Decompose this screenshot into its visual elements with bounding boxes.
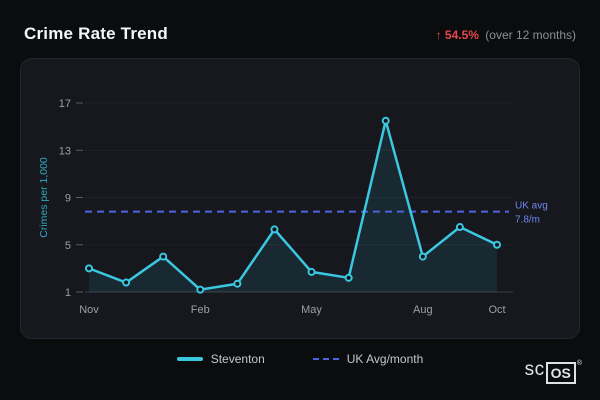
- trend-stat: ↑ 54.5% (over 12 months): [436, 28, 576, 42]
- svg-text:Oct: Oct: [488, 304, 505, 316]
- svg-text:May: May: [301, 304, 322, 316]
- svg-text:17: 17: [59, 98, 71, 110]
- crime-trend-line-chart[interactable]: 1 5 9 13 17 Nov Feb May Aug Oct Crimes per 1,000 UK…: [21, 59, 579, 338]
- registered-trademark-icon: ®: [576, 360, 582, 367]
- page-header: Crime Rate Trend ↑ 54.5% (over 12 months…: [0, 0, 600, 44]
- svg-text:UK avg: UK avg: [515, 201, 548, 212]
- chart-legend: Steventon UK Avg/month: [0, 352, 600, 366]
- trend-period-label: (over 12 months): [485, 28, 576, 42]
- uk-avg-dashed-swatch: [312, 358, 339, 360]
- svg-text:9: 9: [65, 193, 71, 205]
- svg-text:13: 13: [59, 145, 71, 157]
- scos-logo: sc OS ®: [525, 359, 582, 384]
- svg-text:7.8/m: 7.8/m: [515, 215, 540, 226]
- steventon-line-swatch: [176, 357, 203, 361]
- trend-percent-value: 54.5%: [444, 28, 479, 42]
- logo-text-os-boxed: OS: [545, 362, 576, 384]
- logo-text-sc: sc: [524, 359, 545, 380]
- trend-up-arrow-icon: ↑: [435, 28, 442, 42]
- svg-text:Nov: Nov: [79, 304, 99, 316]
- legend-label-steventon: Steventon: [210, 352, 265, 366]
- svg-text:Aug: Aug: [413, 304, 433, 316]
- svg-text:Crimes per 1,000: Crimes per 1,000: [38, 157, 50, 238]
- chart-card: 1 5 9 13 17 Nov Feb May Aug Oct Crimes per 1,000 UK…: [20, 58, 580, 339]
- legend-item-steventon[interactable]: Steventon: [176, 352, 265, 366]
- svg-text:Feb: Feb: [191, 304, 210, 316]
- legend-label-uk-avg: UK Avg/month: [346, 352, 424, 366]
- legend-item-uk-avg[interactable]: UK Avg/month: [312, 352, 424, 366]
- svg-text:5: 5: [65, 240, 71, 252]
- page-title: Crime Rate Trend: [24, 24, 168, 43]
- svg-text:1: 1: [65, 287, 71, 299]
